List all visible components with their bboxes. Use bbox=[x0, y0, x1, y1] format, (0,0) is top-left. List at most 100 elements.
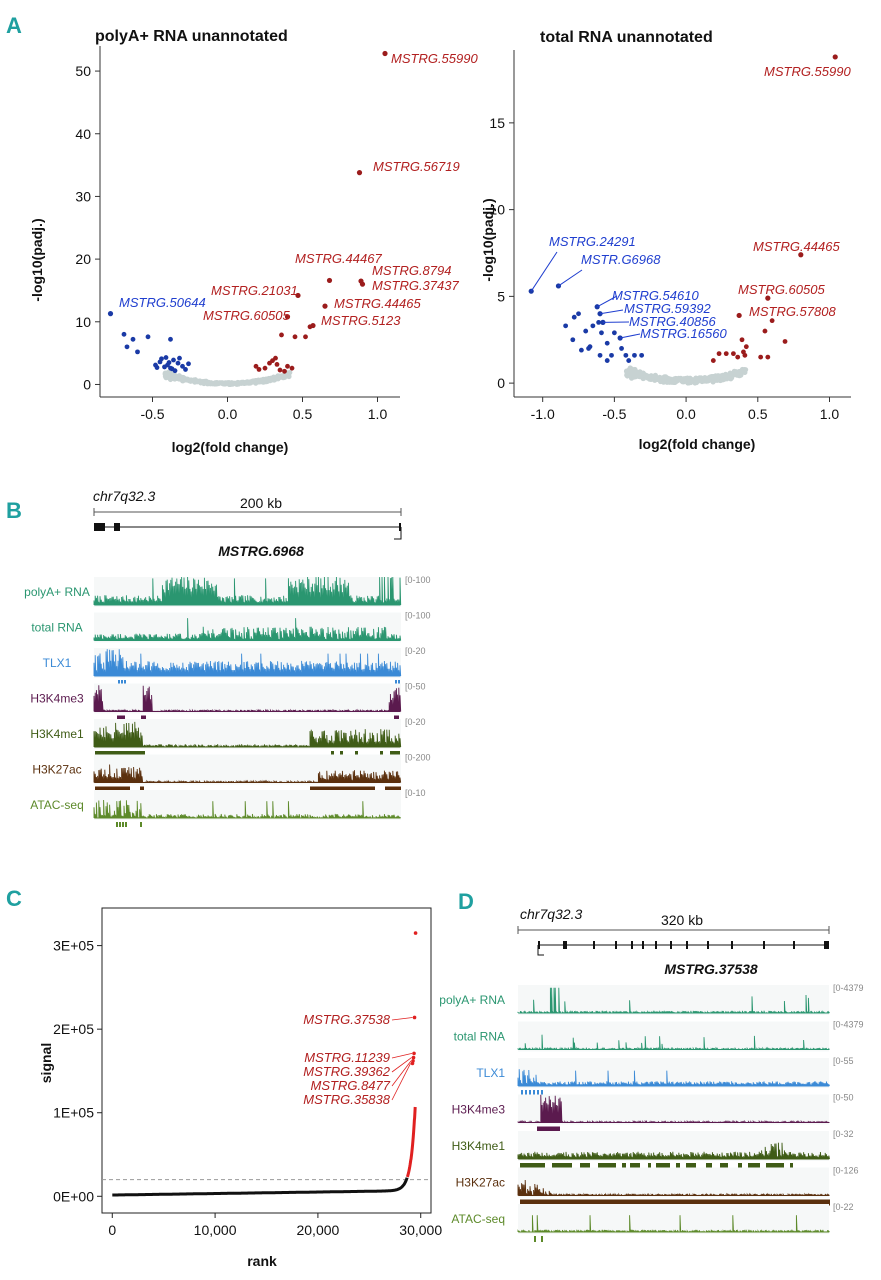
track-signal bbox=[93, 799, 401, 819]
y-tick-label: 10 bbox=[75, 314, 91, 330]
point-up bbox=[289, 365, 295, 371]
point-down bbox=[121, 331, 127, 337]
point-down bbox=[166, 360, 172, 365]
point-up bbox=[292, 334, 298, 340]
point-up bbox=[735, 354, 741, 360]
track-label: ATAC-seq bbox=[451, 1212, 505, 1226]
point-label: MSTRG.60505 bbox=[203, 308, 290, 323]
y-tick-label: 40 bbox=[75, 126, 91, 142]
x-tick-label: 0 bbox=[108, 1222, 116, 1238]
track-label: TLX1 bbox=[43, 656, 72, 670]
point-down bbox=[599, 330, 604, 336]
point-down bbox=[124, 344, 130, 350]
point-up bbox=[282, 368, 287, 374]
point-down bbox=[639, 352, 645, 358]
point-up bbox=[741, 349, 746, 355]
point-neutral bbox=[165, 373, 171, 380]
y-tick-label: 10 bbox=[489, 202, 505, 218]
track-range: [0-20 bbox=[405, 717, 426, 727]
point-up bbox=[716, 351, 722, 357]
peak-call bbox=[720, 1163, 728, 1169]
track-signal bbox=[93, 618, 402, 641]
gene-exon bbox=[642, 941, 644, 949]
point-label: MSTRG.40856 bbox=[629, 314, 716, 329]
gene-exon bbox=[731, 941, 733, 949]
track-background bbox=[518, 985, 829, 1015]
y-tick-label: 15 bbox=[489, 115, 505, 131]
track-range: [0-100 bbox=[405, 611, 431, 621]
peak-call bbox=[790, 1163, 793, 1169]
point-up bbox=[723, 351, 729, 357]
labeled-point bbox=[411, 1055, 416, 1060]
peak-call bbox=[394, 715, 399, 721]
point-down bbox=[632, 352, 637, 358]
x-axis-label: log2(fold change) bbox=[172, 439, 289, 455]
label-leader-line bbox=[391, 1057, 412, 1073]
point-labeled bbox=[736, 312, 742, 319]
point-up bbox=[731, 351, 736, 357]
label-leader-line bbox=[558, 269, 583, 287]
point-down bbox=[609, 352, 614, 358]
point-neutral bbox=[738, 372, 744, 378]
point-neutral bbox=[256, 378, 263, 385]
point-neutral bbox=[729, 375, 735, 381]
point-label: MSTRG.37538 bbox=[303, 1012, 390, 1027]
point-down bbox=[597, 352, 603, 358]
peak-call bbox=[748, 1163, 760, 1169]
point-down bbox=[130, 336, 136, 342]
point-labeled bbox=[295, 292, 301, 299]
point-label: MSTRG.56719 bbox=[373, 159, 460, 174]
peak-call bbox=[676, 1163, 680, 1169]
peak-call bbox=[541, 1090, 543, 1096]
point-down bbox=[570, 337, 576, 343]
track-background bbox=[518, 1204, 829, 1234]
track-label: TLX1 bbox=[476, 1066, 505, 1080]
track-label: H3K4me1 bbox=[452, 1139, 506, 1153]
point-down bbox=[571, 314, 577, 320]
point-up bbox=[762, 328, 768, 334]
point-up bbox=[273, 355, 278, 361]
point-labeled bbox=[356, 170, 363, 176]
peak-call bbox=[738, 1163, 742, 1169]
x-tick-label: 30,000 bbox=[399, 1222, 442, 1238]
peak-call bbox=[521, 1090, 523, 1096]
peak-call bbox=[385, 786, 401, 792]
peak-call bbox=[116, 822, 118, 827]
point-neutral bbox=[235, 381, 242, 387]
gene-exon bbox=[655, 941, 657, 949]
panel-letter-a: A bbox=[6, 13, 22, 38]
point-label: MSTRG.44465 bbox=[753, 239, 840, 254]
point-down bbox=[168, 336, 173, 342]
point-down bbox=[145, 334, 151, 340]
track-signal bbox=[93, 576, 402, 606]
labeled-point bbox=[410, 1061, 415, 1066]
point-neutral bbox=[742, 367, 749, 373]
locus-label: chr7q32.3 bbox=[520, 906, 582, 922]
peak-call bbox=[580, 1163, 590, 1169]
point-labeled bbox=[359, 281, 366, 287]
point-down bbox=[626, 358, 632, 363]
labeled-point bbox=[412, 1015, 417, 1020]
label-leader-line bbox=[596, 295, 618, 308]
gene-exon bbox=[686, 941, 688, 949]
peak-call bbox=[140, 786, 144, 792]
track-range: [0-4379 bbox=[833, 1020, 864, 1030]
peak-call bbox=[648, 1163, 651, 1169]
point-down bbox=[619, 346, 624, 351]
chart-title: polyA+ RNA unannotated bbox=[95, 28, 288, 45]
track-range: [0-55 bbox=[833, 1056, 854, 1066]
y-tick-label: 0 bbox=[497, 375, 505, 391]
track-background bbox=[518, 1167, 829, 1198]
y-axis-label: -log10(padj.) bbox=[29, 218, 45, 301]
gene-exon bbox=[793, 941, 795, 949]
point-labeled bbox=[326, 277, 333, 284]
point-label: MSTRG.55990 bbox=[764, 64, 851, 79]
track-label: ATAC-seq bbox=[30, 798, 84, 812]
point-up bbox=[710, 358, 716, 363]
label-leader-line bbox=[391, 1017, 413, 1021]
panel-letter-d: D bbox=[458, 889, 474, 914]
gene-exon bbox=[94, 523, 105, 531]
point-down bbox=[590, 323, 596, 329]
x-tick-label: 1.0 bbox=[820, 406, 840, 422]
